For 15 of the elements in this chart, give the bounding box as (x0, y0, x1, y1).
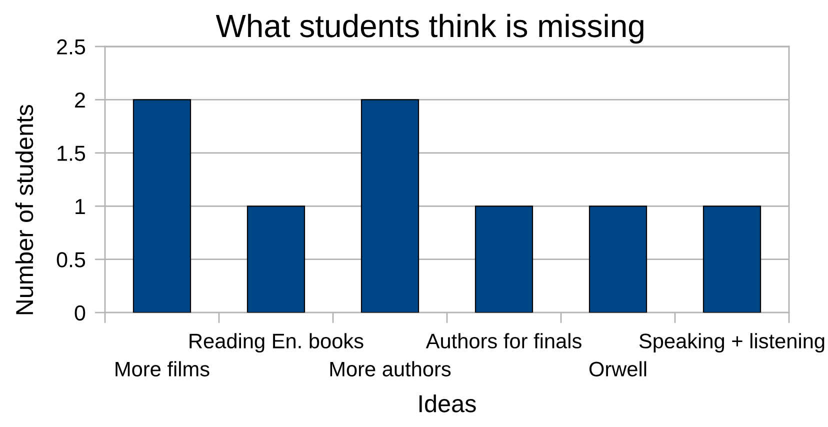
y-tick-label: 0.5 (56, 252, 86, 268)
y-tick-label: 1.5 (58, 146, 86, 161)
x-tick-label: Speaking + listening (639, 333, 824, 353)
y-tick-label: 2 (75, 92, 85, 108)
y-axis-title: Number of students (15, 104, 34, 314)
x-tick-label: Authors for finals (426, 333, 582, 348)
y-tick-label: 2.5 (57, 39, 86, 55)
y-tick-label: 0 (74, 305, 86, 321)
x-tick-label: More authors (330, 361, 451, 376)
chart-title: What students think is missing (216, 14, 644, 44)
x-tick-label: More films (116, 361, 210, 376)
y-tick-label: 1 (76, 199, 85, 214)
x-tick-label: Reading En. books (190, 333, 364, 353)
x-axis-title: Ideas (420, 394, 476, 412)
x-tick-label: Orwell (589, 361, 646, 376)
